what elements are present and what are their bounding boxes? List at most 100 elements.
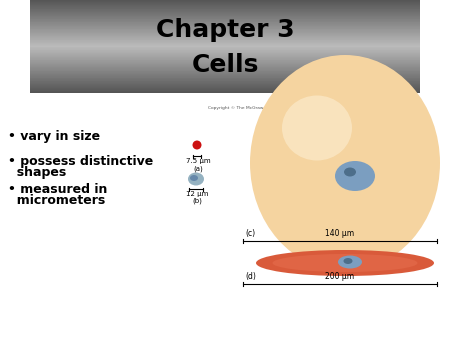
Bar	[30, 85, 420, 86]
Bar	[30, 10, 420, 11]
Ellipse shape	[282, 96, 352, 161]
Ellipse shape	[250, 55, 440, 271]
Bar	[30, 81, 420, 82]
Bar	[30, 4, 420, 5]
Bar	[30, 65, 420, 66]
Bar	[30, 80, 420, 81]
Bar	[30, 18, 420, 19]
Text: 12 μm
(b): 12 μm (b)	[186, 191, 208, 204]
Bar	[30, 42, 420, 43]
Bar	[30, 75, 420, 76]
Bar	[30, 39, 420, 40]
Bar	[30, 74, 420, 75]
Bar	[30, 13, 420, 14]
Bar	[30, 40, 420, 41]
Text: • vary in size: • vary in size	[8, 130, 100, 143]
Text: micrometers: micrometers	[8, 194, 105, 207]
Text: 7.5 μm
(a): 7.5 μm (a)	[186, 158, 210, 171]
Bar	[30, 60, 420, 61]
Bar	[30, 82, 420, 83]
Bar	[30, 78, 420, 79]
Bar	[30, 25, 420, 26]
Bar	[30, 67, 420, 68]
Bar	[30, 30, 420, 31]
Bar	[30, 20, 420, 21]
Bar	[30, 54, 420, 55]
Bar	[30, 43, 420, 44]
Bar	[30, 26, 420, 27]
Bar	[30, 87, 420, 88]
Ellipse shape	[273, 254, 418, 272]
Ellipse shape	[343, 258, 352, 264]
Bar	[30, 84, 420, 85]
Bar	[30, 58, 420, 59]
Ellipse shape	[190, 175, 198, 181]
Bar	[30, 69, 420, 70]
Bar	[30, 71, 420, 72]
Bar	[30, 76, 420, 77]
Bar	[30, 1, 420, 2]
Bar	[30, 33, 420, 34]
Bar	[30, 11, 420, 13]
Bar	[30, 77, 420, 78]
Bar	[30, 92, 420, 93]
Text: Copyright © The McGraw-Hill Companies, Inc. Permission required for reproduction: Copyright © The McGraw-Hill Companies, I…	[207, 106, 412, 110]
Bar	[30, 24, 420, 25]
Bar	[30, 45, 420, 46]
Bar	[30, 66, 420, 67]
Bar	[30, 2, 420, 3]
Bar	[30, 57, 420, 58]
Bar	[30, 38, 420, 39]
Bar	[30, 48, 420, 49]
Bar	[30, 72, 420, 73]
Bar	[30, 22, 420, 23]
Text: • measured in: • measured in	[8, 183, 108, 196]
Bar	[30, 89, 420, 90]
Bar	[30, 51, 420, 52]
Bar	[30, 53, 420, 54]
Ellipse shape	[338, 256, 362, 268]
Bar	[30, 21, 420, 22]
Bar	[30, 79, 420, 80]
Bar	[30, 7, 420, 8]
Text: Cells: Cells	[191, 53, 259, 77]
Bar	[30, 91, 420, 92]
Bar	[30, 63, 420, 64]
Text: (d): (d)	[245, 272, 256, 281]
Bar	[30, 61, 420, 62]
Bar	[30, 16, 420, 17]
Bar	[30, 3, 420, 4]
Bar	[30, 56, 420, 57]
Bar	[30, 70, 420, 71]
Bar	[30, 41, 420, 42]
Text: Chapter 3: Chapter 3	[156, 18, 294, 42]
Bar	[30, 90, 420, 91]
Bar	[30, 44, 420, 45]
Ellipse shape	[344, 168, 356, 176]
Ellipse shape	[256, 250, 434, 276]
Ellipse shape	[188, 172, 204, 186]
Text: (c): (c)	[245, 229, 255, 238]
Text: 200 μm: 200 μm	[325, 272, 355, 281]
Bar	[30, 0, 420, 1]
Bar	[30, 5, 420, 6]
Bar	[30, 15, 420, 16]
Bar	[30, 83, 420, 84]
Bar	[30, 49, 420, 50]
Bar	[30, 32, 420, 33]
Bar	[30, 14, 420, 15]
Bar	[30, 23, 420, 24]
Bar	[30, 8, 420, 9]
Bar	[30, 27, 420, 28]
Bar	[30, 28, 420, 29]
Bar	[30, 68, 420, 69]
Bar	[30, 64, 420, 65]
Bar	[30, 29, 420, 30]
Text: • possess distinctive: • possess distinctive	[8, 155, 153, 168]
Bar	[30, 47, 420, 48]
Bar	[30, 6, 420, 7]
Bar	[30, 62, 420, 63]
Ellipse shape	[193, 141, 202, 149]
Bar	[30, 50, 420, 51]
Bar	[30, 59, 420, 60]
